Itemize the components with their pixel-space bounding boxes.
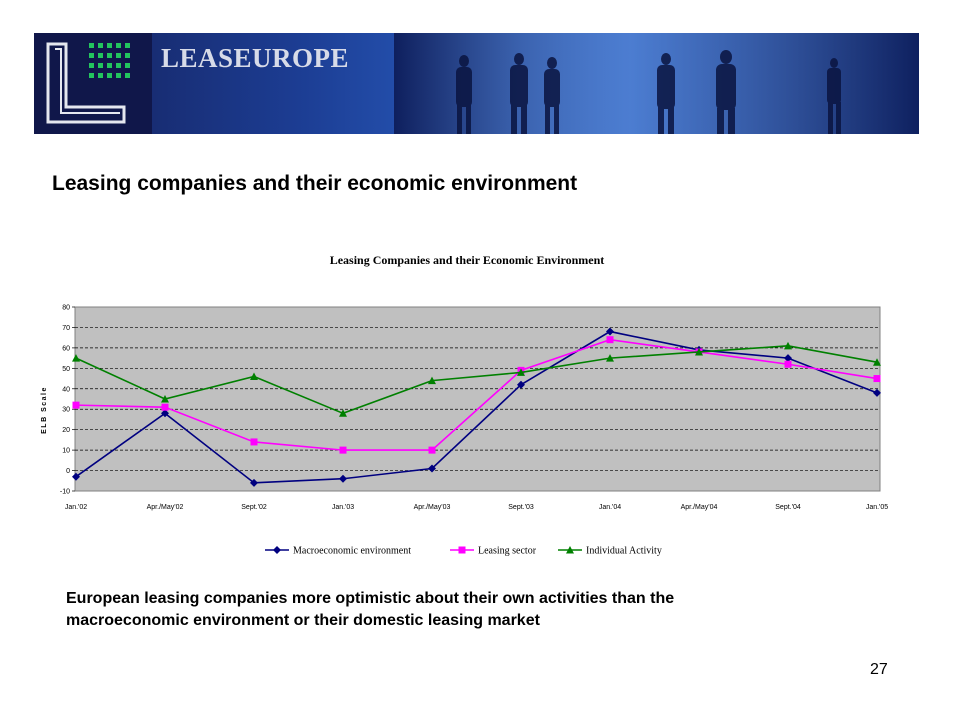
line-chart: Leasing Companies and their Economic Env… [41,253,888,557]
logo-dot [125,73,130,78]
data-point [517,368,525,376]
data-point [428,376,436,385]
logo-letter-l-icon [46,42,126,124]
chart-title: Leasing Companies and their Economic Env… [330,253,605,267]
y-tick-label: -10 [60,489,70,496]
data-point [428,464,436,473]
data-point [517,380,525,389]
data-point [72,354,80,362]
x-tick-label: Sept.'03 [508,504,534,511]
legend-label: Leasing sector [478,546,537,557]
logo-dot [107,53,112,58]
logo-dot [89,63,94,68]
y-tick-label: 60 [62,345,70,352]
business-people-silhouettes-icon [394,33,919,134]
x-tick-label: Apr./May'04 [681,504,718,511]
data-point [339,474,347,483]
logo-dot [89,53,94,58]
legend-marker [458,546,466,554]
plot-background [74,306,881,492]
logo-dot [107,73,112,78]
brand-name: LEASEUROPE [161,43,350,73]
y-tick-label: 70 [62,325,70,332]
data-point [161,403,169,411]
logo-dot [89,43,94,48]
legend-marker [566,546,574,554]
logo-dot [98,73,103,78]
x-tick-label: Apr./May'02 [147,504,184,511]
data-point [339,446,347,454]
y-tick-label: 80 [62,305,70,312]
data-point [784,360,792,368]
legend-label: Macroeconomic environment [293,546,411,557]
series-2 [72,341,881,417]
slide-caption: European leasing companies more optimist… [66,588,906,632]
data-point [784,354,792,363]
y-axis: -10 0 10 20 30 40 50 60 70 80 [60,305,75,496]
header-banner: LEASEUROPE [34,33,919,134]
data-point [606,354,614,362]
logo-dot [107,43,112,48]
logo-dot [116,63,121,68]
series-line [75,330,878,484]
y-tick-label: 20 [62,427,70,434]
y-tick-label: 10 [62,448,70,455]
series-group [72,327,881,487]
series-line [75,338,878,451]
y-tick-label: 30 [62,407,70,414]
data-point [72,472,80,481]
logo-dot [116,43,121,48]
plot-area [74,306,881,492]
data-point [339,409,347,417]
logo-dot [98,43,103,48]
logo [34,33,152,134]
y-tick-label: 40 [62,386,70,393]
data-point [873,358,881,366]
data-point [695,347,703,356]
data-point [161,395,169,403]
x-axis: Jan.'02 Apr./May'02 Sept.'02 Jan.'03 Apr./Ma… [65,504,888,511]
data-point [873,375,881,383]
data-point [873,388,881,397]
data-point [161,409,169,418]
y-tick-label: 50 [62,366,70,373]
series-0 [72,327,881,487]
logo-dot [125,53,130,58]
data-point [784,341,792,350]
legend-marker [273,546,281,554]
x-tick-label: Jan.'02 [65,504,87,511]
data-point [250,478,258,487]
data-point [606,336,614,344]
x-tick-label: Sept.'04 [775,504,801,511]
x-tick-label: Jan.'04 [599,504,621,511]
logo-dot [98,53,103,58]
caption-line-2: macroeconomic environment or their domes… [66,612,540,629]
data-point [606,327,614,336]
logo-dot [107,63,112,68]
x-tick-label: Apr./May'03 [414,504,451,511]
y-axis-title: ELB Scale [41,386,48,434]
logo-dot [89,73,94,78]
logo-dot [125,43,130,48]
data-point [250,372,258,381]
gridlines [75,327,880,471]
caption-line-1: European leasing companies more optimist… [66,590,675,607]
logo-dot [116,73,121,78]
slide-title: Leasing companies and their economic env… [52,172,578,195]
legend: Macroeconomic environment Leasing sector I… [265,546,662,557]
x-tick-label: Sept.'02 [241,504,267,511]
logo-dots-icon [89,43,130,78]
logo-dot [98,63,103,68]
data-point [428,446,436,454]
x-tick-label: Jan.'05 [866,504,888,511]
logo-dot [125,63,130,68]
data-point [250,438,258,446]
page-number: 27 [870,661,888,678]
series-line [75,345,878,415]
legend-label: Individual Activity [586,546,662,557]
x-tick-label: Jan.'03 [332,504,354,511]
logo-dot [116,53,121,58]
y-tick-label: 0 [66,468,70,475]
data-point [72,401,80,409]
